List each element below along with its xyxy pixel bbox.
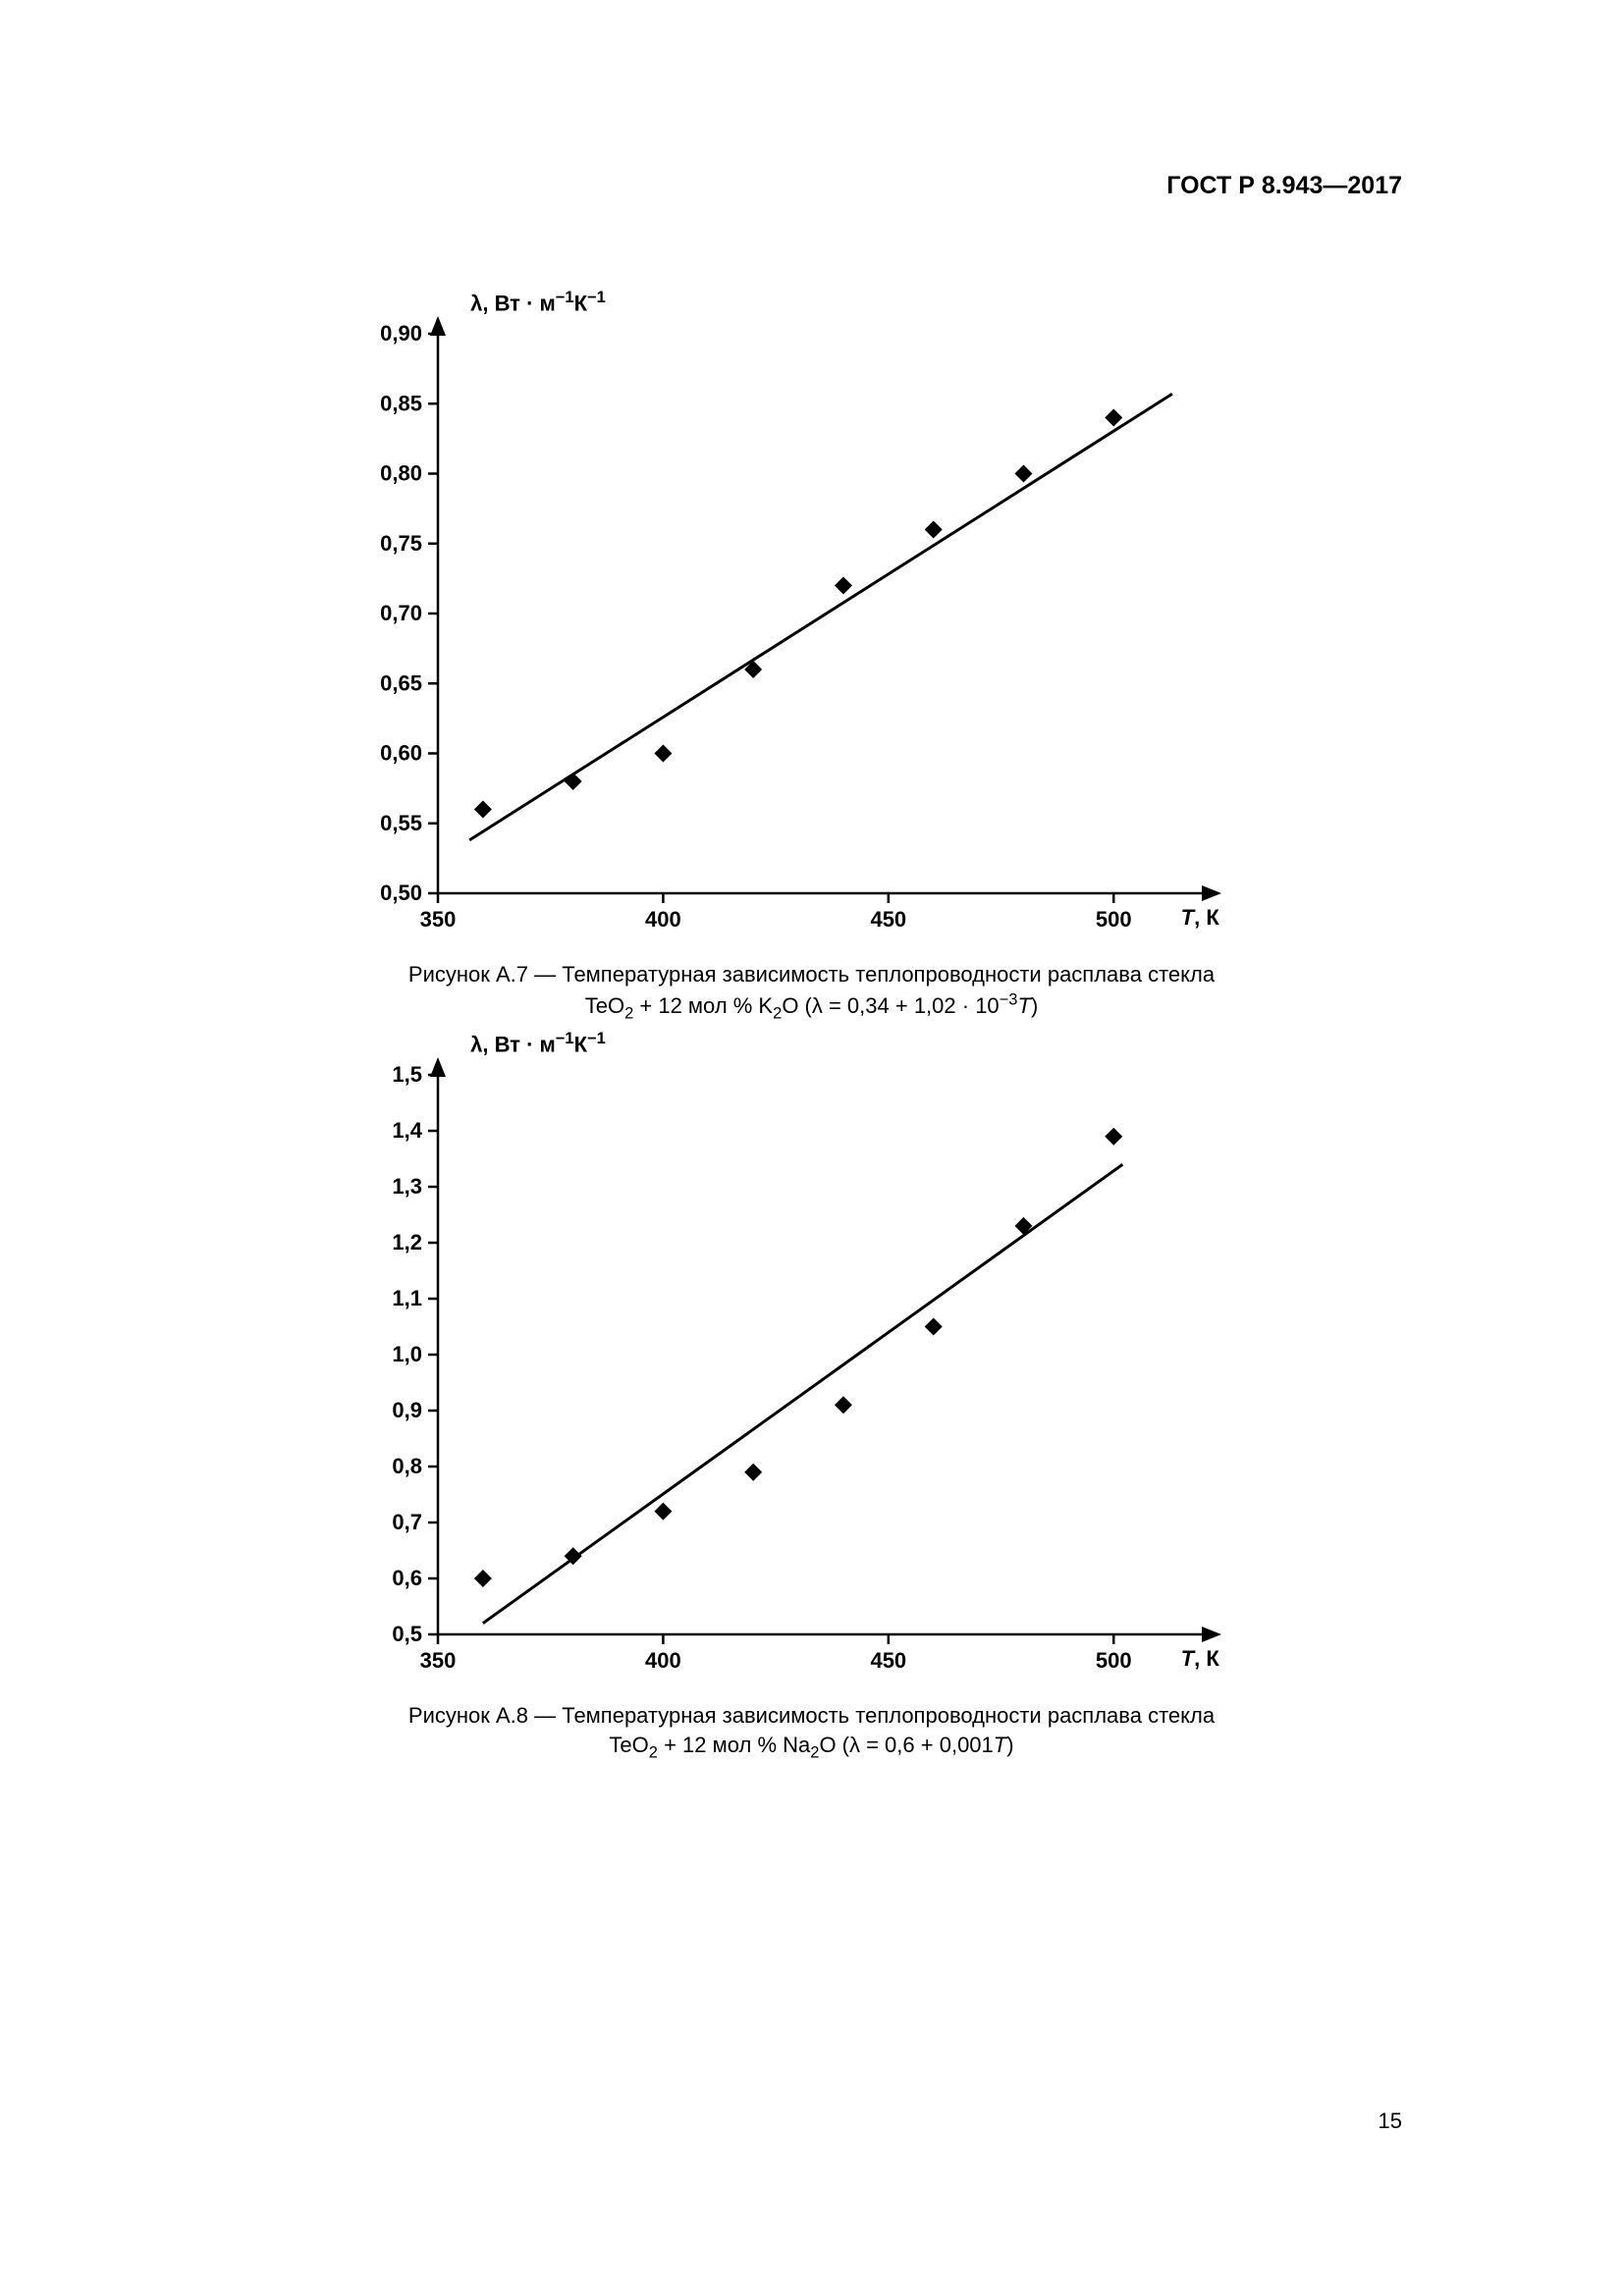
svg-text:500: 500 (1095, 907, 1131, 932)
caption-a7: Рисунок А.7 — Температурная зависимость … (321, 960, 1303, 1025)
caption-a8-line2: TeO2 + 12 мол % Na2O (λ = 0,6 + 0,001T) (609, 1733, 1013, 1757)
svg-text:0,80: 0,80 (380, 461, 422, 486)
svg-text:1,0: 1,0 (392, 1342, 422, 1366)
standard-header: ГОСТ Р 8.943—2017 (1166, 172, 1402, 200)
svg-text:0,60: 0,60 (380, 741, 422, 766)
svg-text:1,5: 1,5 (392, 1062, 422, 1087)
caption-a8: Рисунок А.8 — Температурная зависимость … (321, 1701, 1303, 1763)
svg-text:350: 350 (419, 907, 456, 932)
svg-text:0,65: 0,65 (380, 670, 422, 695)
svg-text:0,75: 0,75 (380, 531, 422, 556)
svg-text:0,55: 0,55 (380, 811, 422, 835)
svg-text:1,2: 1,2 (392, 1230, 422, 1255)
caption-a7-line2: TeO2 + 12 мол % K2O (λ = 0,34 + 1,02 · 1… (585, 993, 1039, 1018)
svg-text:1,4: 1,4 (392, 1118, 422, 1143)
caption-a7-line1: Рисунок А.7 — Температурная зависимость … (408, 962, 1215, 987)
svg-text:0,85: 0,85 (380, 391, 422, 415)
svg-text:450: 450 (870, 1648, 906, 1673)
svg-text:350: 350 (419, 1648, 456, 1673)
standard-number: ГОСТ Р 8.943—2017 (1166, 172, 1402, 199)
caption-a8-line1: Рисунок А.8 — Температурная зависимость … (408, 1703, 1215, 1728)
chart-a8: 0,5 0,6 0,7 0,8 0,9 1,0 1,1 1,2 1,3 1,4 1,5 350 400 4… (342, 1026, 1282, 1693)
svg-text:400: 400 (645, 907, 681, 932)
svg-text:0,50: 0,50 (380, 881, 422, 905)
page-number: 15 (1379, 2109, 1402, 2134)
svg-text:0,90: 0,90 (380, 321, 422, 346)
figure-a8-block: 0,5 0,6 0,7 0,8 0,9 1,0 1,1 1,2 1,3 1,4 1,5 350 400 4… (321, 1026, 1303, 1763)
svg-text:0,7: 0,7 (392, 1510, 422, 1534)
svg-text:1,1: 1,1 (392, 1286, 422, 1310)
svg-text:0,8: 0,8 (392, 1454, 422, 1478)
svg-text:0,9: 0,9 (392, 1398, 422, 1422)
svg-text:400: 400 (645, 1648, 681, 1673)
svg-text:450: 450 (870, 907, 906, 932)
svg-text:1,3: 1,3 (392, 1174, 422, 1199)
figure-a7-block: 0,50 0,55 0,60 0,65 0,70 0,75 0,80 0,85 0,90 350 4… (321, 285, 1303, 1025)
chart-a7: 0,50 0,55 0,60 0,65 0,70 0,75 0,80 0,85 0,90 350 4… (342, 285, 1282, 952)
svg-text:500: 500 (1095, 1648, 1131, 1673)
svg-text:0,5: 0,5 (392, 1622, 422, 1646)
svg-text:0,70: 0,70 (380, 601, 422, 625)
svg-text:0,6: 0,6 (392, 1566, 422, 1590)
